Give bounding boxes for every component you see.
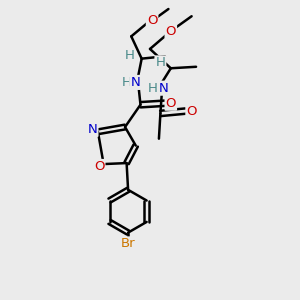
Text: H: H: [124, 49, 134, 62]
Text: O: O: [166, 25, 176, 38]
Text: N: N: [88, 123, 98, 136]
Text: O: O: [147, 14, 157, 26]
Text: O: O: [166, 97, 176, 110]
Text: H: H: [155, 56, 165, 69]
Text: H: H: [122, 76, 132, 89]
Text: N: N: [130, 76, 140, 89]
Text: Br: Br: [121, 237, 135, 250]
Text: O: O: [186, 105, 197, 118]
Text: N: N: [159, 82, 169, 95]
Text: H: H: [148, 82, 158, 95]
Text: O: O: [94, 160, 104, 173]
